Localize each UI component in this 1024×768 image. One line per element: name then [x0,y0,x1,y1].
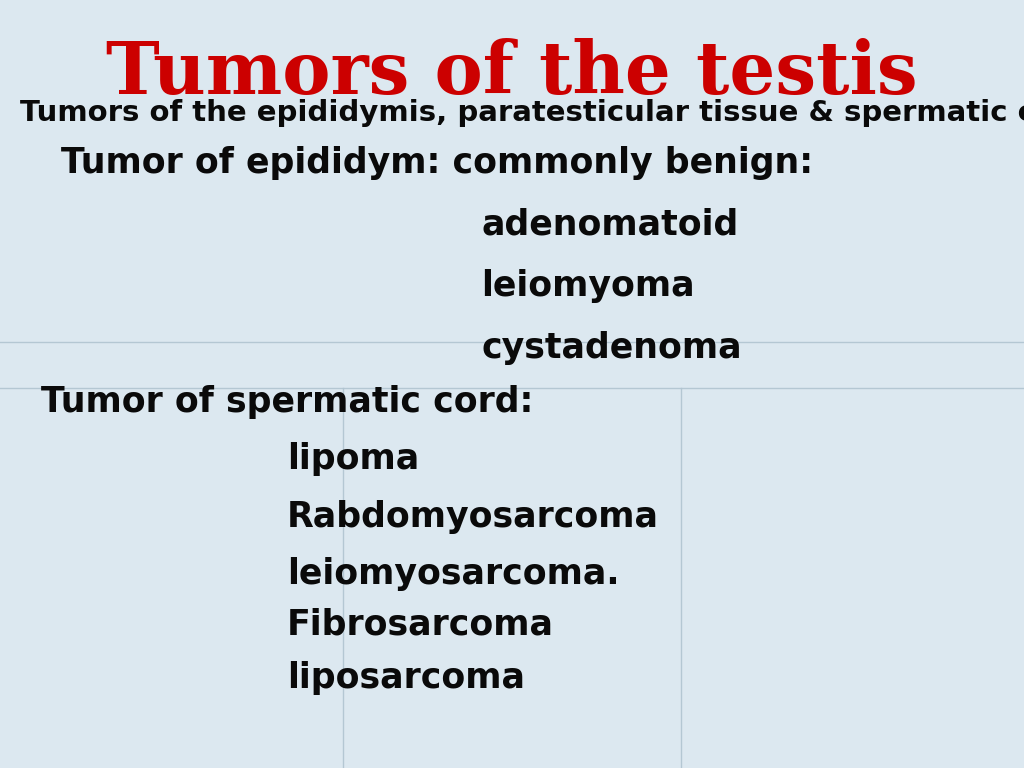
Text: Tumor of epididym: commonly benign:: Tumor of epididym: commonly benign: [61,147,813,180]
Text: Tumors of the testis: Tumors of the testis [106,38,918,109]
Text: leiomyosarcoma.: leiomyosarcoma. [287,558,620,591]
Text: cystadenoma: cystadenoma [481,331,742,365]
Text: adenomatoid: adenomatoid [481,208,738,242]
Text: Tumors of the epididymis, paratesticular tissue & spermatic cord: Tumors of the epididymis, paratesticular… [20,99,1024,127]
Text: Rabdomyosarcoma: Rabdomyosarcoma [287,500,658,534]
Text: lipoma: lipoma [287,442,419,476]
Text: liposarcoma: liposarcoma [287,661,524,695]
Text: Tumor of spermatic cord:: Tumor of spermatic cord: [41,385,534,419]
Text: Fibrosarcoma: Fibrosarcoma [287,607,554,641]
Text: leiomyoma: leiomyoma [481,270,695,303]
